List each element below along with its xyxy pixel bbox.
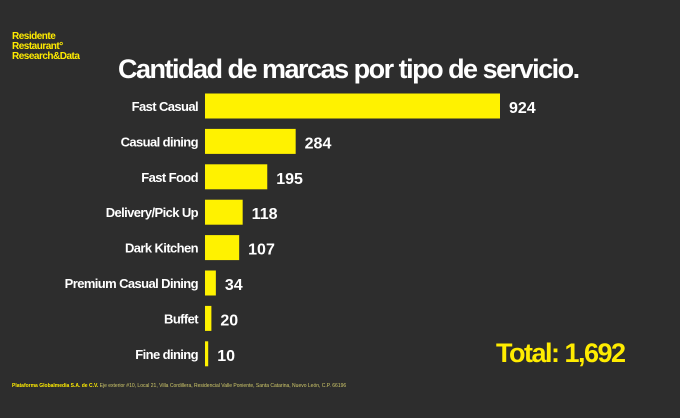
bar-1 bbox=[205, 128, 296, 154]
chart-title: Cantidad de marcas por tipo de servicio. bbox=[118, 54, 580, 84]
value-label: 10 bbox=[217, 348, 235, 365]
footer: Plataforma Globalmedia S.A. de C.V. Eje … bbox=[12, 383, 346, 389]
bar-7 bbox=[205, 341, 209, 367]
footer-address: Eje exterior #10, Local 21, Villa Cordil… bbox=[99, 383, 347, 389]
category-label: Premium Casual Dining bbox=[65, 276, 199, 291]
category-label: Delivery/Pick Up bbox=[106, 205, 199, 220]
value-label: 118 bbox=[252, 206, 278, 223]
logo-line: Restaurant° bbox=[12, 41, 63, 52]
value-label: 284 bbox=[305, 135, 332, 152]
brand-logo: Residente Restaurant° Research&Data bbox=[12, 31, 80, 62]
footer-company: Plataforma Globalmedia S.A. de C.V. bbox=[12, 383, 99, 389]
bar-3 bbox=[205, 199, 243, 225]
bar-5 bbox=[205, 270, 216, 296]
logo-line: Residente bbox=[12, 31, 56, 42]
bar-2 bbox=[205, 164, 268, 190]
value-label: 195 bbox=[276, 171, 303, 188]
category-label: Fine dining bbox=[135, 347, 198, 362]
category-label: Casual dining bbox=[121, 134, 199, 149]
bar-6 bbox=[205, 305, 212, 331]
value-label: 34 bbox=[225, 277, 243, 294]
bar-4 bbox=[205, 235, 240, 261]
category-label: Fast Casual bbox=[132, 99, 198, 114]
category-label: Fast Food bbox=[141, 170, 198, 185]
logo-line: Research&Data bbox=[12, 51, 80, 62]
value-label: 20 bbox=[220, 312, 238, 329]
value-label: 924 bbox=[509, 100, 536, 117]
category-label: Buffet bbox=[164, 311, 199, 326]
category-label: Dark Kitchen bbox=[125, 241, 199, 256]
bar-0 bbox=[205, 93, 500, 119]
value-label: 107 bbox=[248, 242, 275, 259]
total-label: Total: 1,692 bbox=[496, 338, 626, 368]
